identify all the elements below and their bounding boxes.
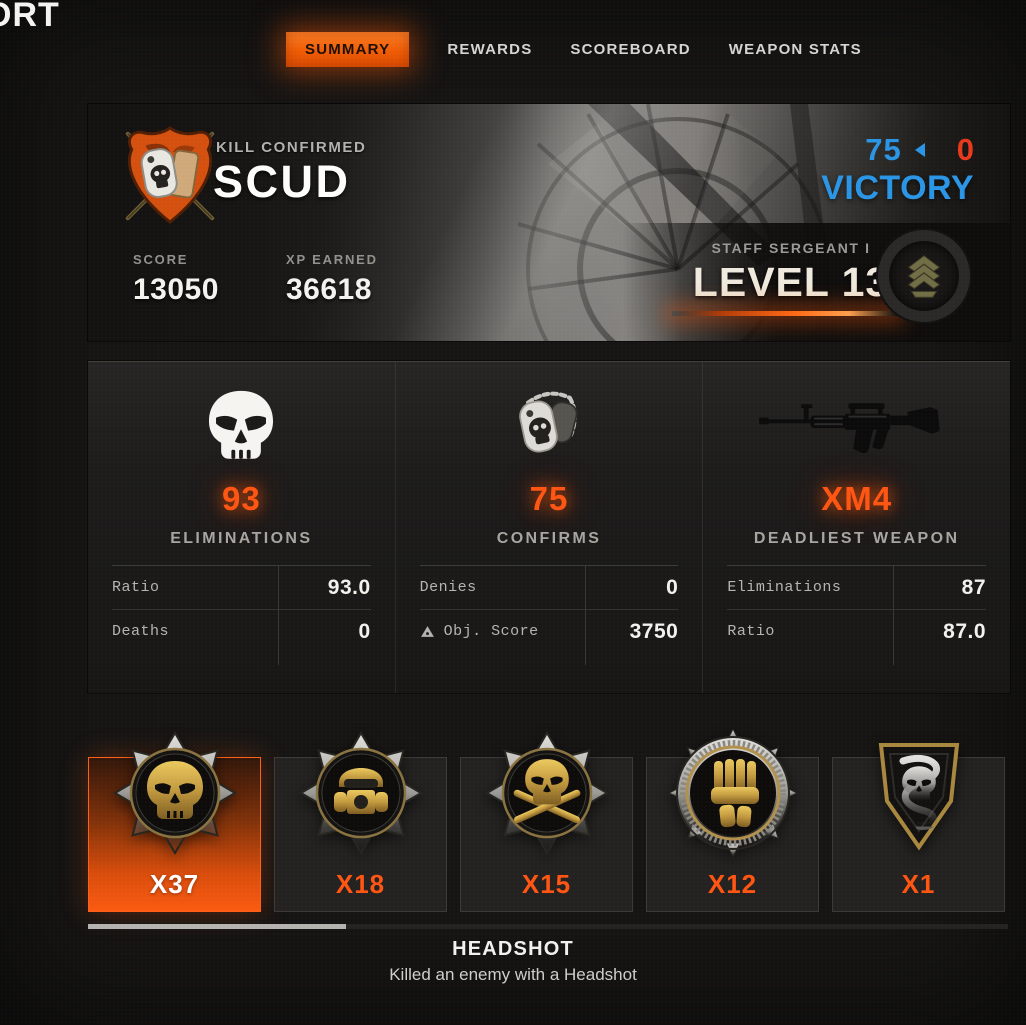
match-banner: KILL CONFIRMED SCUD 75 0 VICTORY SCORE 1… xyxy=(88,104,1010,341)
medals-scrollbar-thumb[interactable] xyxy=(88,924,346,929)
eliminations-table: Ratio 93.0 Deaths 0 xyxy=(112,565,371,665)
confirms-table: Denies 0 Obj. Score 3750 xyxy=(419,565,679,665)
team-score: 75 xyxy=(865,132,902,167)
winner-arrow-icon xyxy=(914,143,925,157)
objective-triangle-icon xyxy=(420,626,434,637)
row-label: Ratio xyxy=(727,623,775,640)
gunner-star-medal-icon xyxy=(298,731,423,855)
medal-card-5[interactable]: X1 xyxy=(832,743,1005,912)
medals-row: X37 X18 xyxy=(88,729,1005,912)
kill-confirmed-dogtag-shield-icon xyxy=(125,126,215,225)
eliminations-count: 93 xyxy=(221,480,261,517)
enemy-score: 0 xyxy=(956,132,974,167)
deadliest-weapon-column: XM4 DEADLIEST WEAPON Eliminations 87 Rat… xyxy=(702,362,1010,693)
deadliest-weapon-name: XM4 xyxy=(821,480,893,517)
match-result: VICTORY xyxy=(821,169,974,207)
table-row: Deaths 0 xyxy=(112,610,371,653)
medal-description: Killed an enemy with a Headshot xyxy=(389,965,637,984)
confirms-count: 75 xyxy=(529,480,569,517)
medal-card-headshot[interactable]: X37 xyxy=(88,731,261,912)
medal-count: X1 xyxy=(901,869,936,899)
match-stats-panel: 93 ELIMINATIONS Ratio 93.0 Deaths 0 xyxy=(88,361,1010,693)
clipped-report-title: ORT xyxy=(0,0,60,34)
row-value: 87 xyxy=(961,575,987,599)
medal-count: X15 xyxy=(521,869,572,899)
staff-sergeant-chevrons-icon xyxy=(907,255,941,298)
row-value: 93.0 xyxy=(327,575,371,599)
skull-crossbones-star-medal-icon xyxy=(484,731,609,855)
score-block: SCORE 13050 xyxy=(133,252,219,307)
medal-count: X37 xyxy=(149,869,200,899)
xp-earned-label: XP EARNED xyxy=(286,252,378,267)
player-level-block: STAFF SERGEANT I LEVEL 13 xyxy=(676,240,906,306)
rank-name: STAFF SERGEANT I xyxy=(711,240,871,256)
medal-title: HEADSHOT xyxy=(452,938,574,960)
row-label: Obj. Score xyxy=(420,623,539,640)
map-name: SCUD xyxy=(213,156,351,207)
eliminations-label: ELIMINATIONS xyxy=(170,530,313,547)
snake-skull-shield-medal-icon xyxy=(878,743,959,851)
gold-skull-star-medal-icon xyxy=(112,731,237,855)
eliminations-column: 93 ELIMINATIONS Ratio 93.0 Deaths 0 xyxy=(88,362,395,693)
level-progress-glow xyxy=(672,311,898,316)
xp-earned-value: 36618 xyxy=(286,273,372,306)
deadliest-weapon-label: DEADLIEST WEAPON xyxy=(753,530,960,547)
medal-card-4[interactable]: X12 xyxy=(646,729,819,912)
game-mode-label: KILL CONFIRMED xyxy=(216,139,367,156)
tab-rewards[interactable]: REWARDS xyxy=(447,41,533,58)
tab-scoreboard[interactable]: SCOREBOARD xyxy=(570,41,691,58)
confirms-label: CONFIRMS xyxy=(496,530,602,547)
level-label: LEVEL 13 xyxy=(692,259,890,305)
row-label: Ratio xyxy=(112,579,160,596)
rank-badge xyxy=(878,230,970,322)
table-row: Denies 0 xyxy=(419,566,679,610)
report-tab-bar: SUMMARY REWARDS SCOREBOARD WEAPON STATS xyxy=(286,32,862,67)
row-value: 0 xyxy=(358,619,371,643)
row-label-text: Obj. Score xyxy=(443,623,539,640)
medal-count: X18 xyxy=(335,869,386,899)
row-label: Denies xyxy=(419,579,477,596)
score-value: 13050 xyxy=(133,273,219,306)
confirms-column: 75 CONFIRMS Denies 0 Obj. Score 3750 xyxy=(394,362,703,693)
score-label: SCORE xyxy=(133,252,189,267)
table-row: Eliminations 87 xyxy=(727,566,987,610)
row-label: Deaths xyxy=(112,623,170,640)
table-row: Ratio 93.0 xyxy=(112,566,371,610)
row-label: Eliminations xyxy=(727,579,842,596)
medal-card-2[interactable]: X18 xyxy=(274,731,447,912)
assault-rifle-icon xyxy=(758,403,940,454)
medal-count: X12 xyxy=(707,869,758,899)
table-row: Obj. Score 3750 xyxy=(420,610,679,653)
medal-card-3[interactable]: X15 xyxy=(460,731,633,912)
tab-summary[interactable]: SUMMARY xyxy=(286,32,410,67)
row-value: 3750 xyxy=(629,619,679,643)
final-score-block: 75 0 VICTORY xyxy=(821,132,974,208)
dogtags-icon xyxy=(519,391,578,453)
xp-earned-block: XP EARNED 36618 xyxy=(286,252,378,307)
fist-dogtags-round-medal-icon xyxy=(668,729,797,857)
row-value: 0 xyxy=(666,575,679,599)
selected-medal-detail: HEADSHOT Killed an enemy with a Headshot xyxy=(0,938,1026,985)
medals-scrollbar-track[interactable] xyxy=(88,924,1008,929)
row-value: 87.0 xyxy=(943,619,987,643)
table-row: Ratio 87.0 xyxy=(727,610,986,653)
tab-weapon-stats[interactable]: WEAPON STATS xyxy=(728,41,862,58)
skull-icon xyxy=(209,390,274,459)
final-scoreline: 75 0 xyxy=(821,132,974,168)
weapon-table: Eliminations 87 Ratio 87.0 xyxy=(727,565,987,665)
